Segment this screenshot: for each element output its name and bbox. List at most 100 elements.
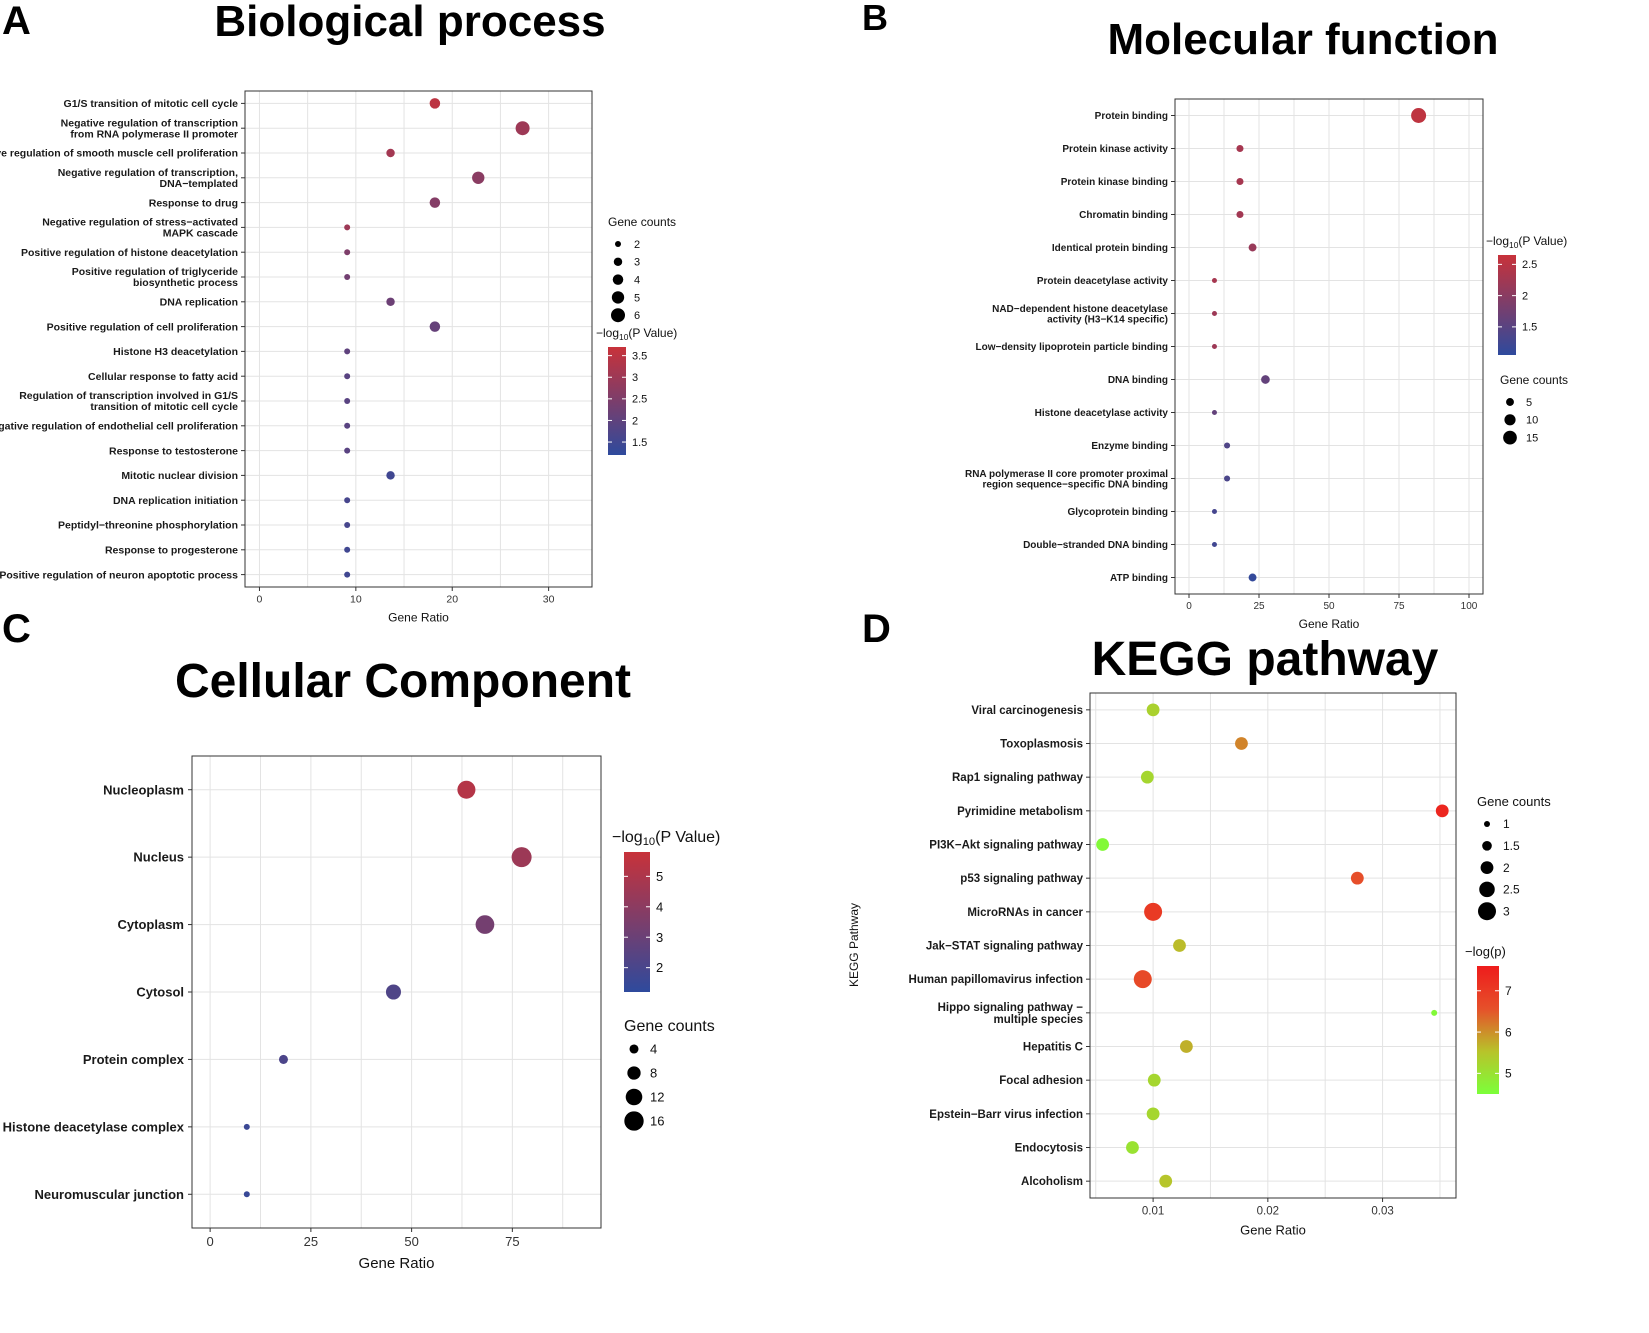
size-legend-key <box>611 291 625 304</box>
category-label-line: RNA polymerase II core promoter proximal <box>965 469 1168 480</box>
chart-title: Biological process <box>214 0 605 46</box>
category-label-line: Viral carcinogenesis <box>971 705 1083 717</box>
color-legend-bar <box>608 347 626 455</box>
size-legend-key <box>1479 881 1495 898</box>
category-label-line: transition of mitotic cell cycle <box>90 401 238 413</box>
data-point <box>1211 542 1217 547</box>
category-label-line: Cellular response to fatty acid <box>88 371 238 383</box>
data-point <box>1350 871 1364 885</box>
category-label-line: Glycoprotein binding <box>1067 507 1168 518</box>
panel-kegg-pathway: D KEGG pathway 0.01 0.02 0.03 Gene Ratio KEGG … <box>847 607 1551 1238</box>
category-label-line: Focal adhesion <box>999 1075 1083 1087</box>
category-label-line: Mitotic nuclear division <box>121 470 238 482</box>
category-label: Negative regulation of stress−activated M… <box>42 217 238 240</box>
size-legend-title: Gene counts <box>1500 373 1568 387</box>
category-label: Protein kinase activity <box>1062 144 1168 155</box>
chart-title: Cellular Component <box>175 655 631 708</box>
color-legend-title: −log(p) <box>1465 944 1506 959</box>
data-point <box>1146 703 1160 717</box>
category-label-line: Positive regulation of cell proliferatio… <box>47 321 238 333</box>
size-legend-key <box>624 1111 644 1131</box>
data-point <box>1435 804 1449 818</box>
category-label-line: Alcoholism <box>1021 1176 1083 1188</box>
data-point <box>278 1054 288 1064</box>
category-label-line: Histone deacetylase complex <box>3 1119 185 1134</box>
size-legend-title: Gene counts <box>1477 794 1551 809</box>
category-label: Identical protein binding <box>1052 243 1168 254</box>
size-legend-label: 1 <box>1503 817 1510 831</box>
category-label-line: Negative regulation of endothelial cell … <box>0 420 238 432</box>
category-label-line: Peptidyl−threonine phosphorylation <box>58 520 238 532</box>
color-legend-label: 5 <box>1505 1067 1512 1081</box>
color-legend-title-subscript: 10 <box>619 332 629 342</box>
category-label: Positive regulation of triglyceride biosy… <box>72 266 238 289</box>
data-point <box>1211 344 1217 349</box>
category-label: Positive regulation of neuron apoptotic … <box>0 569 238 581</box>
size-legend-label: 16 <box>650 1114 664 1129</box>
category-label: Pyrimidine metabolism <box>957 806 1083 818</box>
color-legend-title-suffix: (P Value) <box>628 326 677 340</box>
category-label: Peptidyl−threonine phosphorylation <box>58 520 238 532</box>
category-label-line: Cytosol <box>136 985 184 1000</box>
category-label: Glycoprotein binding <box>1067 507 1168 518</box>
color-legend-title: −log10(P Value) <box>596 326 677 342</box>
data-point <box>1179 1040 1193 1053</box>
category-label: Positive regulation of histone deacetyla… <box>21 247 238 259</box>
data-point <box>1159 1174 1173 1188</box>
category-label: Cytoplasm <box>118 917 184 932</box>
x-tick-label: 0.02 <box>1257 1206 1279 1218</box>
category-label-line: Hippo signaling pathway − <box>938 1002 1084 1014</box>
category-label-line: Positive regulation of histone deacetyla… <box>21 247 238 259</box>
category-label-line: NAD−dependent histone deacetylase <box>992 304 1168 315</box>
color-legend-title-main: −log(p) <box>1465 944 1506 959</box>
x-tick-label: 75 <box>505 1234 519 1249</box>
data-point <box>1248 243 1257 252</box>
y-axis-title: KEGG Pathway <box>847 903 861 987</box>
size-legend-key <box>1480 861 1494 874</box>
category-label-line: Negative regulation of transcription <box>61 117 238 129</box>
category-label: DNA binding <box>1108 375 1168 386</box>
data-point <box>1224 475 1231 482</box>
category-label-line: ATP binding <box>1110 573 1168 584</box>
color-legend-title-suffix: (P Value) <box>1518 234 1567 248</box>
category-label: DNA replication initiation <box>113 495 238 507</box>
color-legend-label: 4 <box>656 899 663 914</box>
category-label: Protein deacetylase activity <box>1037 276 1169 287</box>
data-point <box>344 398 351 404</box>
color-legend-label: 2 <box>656 960 663 975</box>
size-legend-key <box>627 1066 641 1080</box>
category-label: DNA replication <box>160 296 238 308</box>
plot-border <box>244 90 593 588</box>
category-label: RNA polymerase II core promoter proximal… <box>965 469 1168 491</box>
category-label-line: activity (H3−K14 specific) <box>1047 314 1168 325</box>
color-legend-title: −log10(P Value) <box>612 829 720 848</box>
category-label: Negative regulation of transcription, DNA… <box>58 167 238 190</box>
category-label-line: Negative regulation of transcription, <box>58 167 238 179</box>
category-label-line: Response to testosterone <box>109 445 238 457</box>
x-tick-label: 25 <box>1253 601 1265 612</box>
data-point <box>1236 210 1244 219</box>
size-legend-label: 3 <box>634 257 640 269</box>
data-point <box>1236 177 1244 186</box>
data-point <box>243 1191 250 1198</box>
category-label: Histone deacetylase complex <box>3 1119 185 1134</box>
data-point <box>1211 311 1217 316</box>
category-label-line: Pyrimidine metabolism <box>957 806 1083 818</box>
category-label-line: Hepatitis C <box>1023 1042 1083 1054</box>
data-point <box>344 373 351 380</box>
category-label-line: PI3K−Akt signaling pathway <box>929 840 1083 852</box>
size-legend-label: 2 <box>634 239 640 251</box>
category-label-line: Nucleus <box>133 850 184 865</box>
category-label-line: Jak−STAT signaling pathway <box>926 941 1084 953</box>
size-legend-key <box>629 1044 639 1054</box>
category-label-line: Epstein−Barr virus infection <box>929 1109 1083 1121</box>
data-point <box>429 321 441 332</box>
size-legend-label: 2.5 <box>1503 883 1520 897</box>
category-label: PI3K−Akt signaling pathway <box>929 840 1083 852</box>
category-label: Toxoplasmosis <box>1000 739 1083 751</box>
category-label-line: Histone deacetylase activity <box>1035 408 1169 419</box>
category-label-line: DNA binding <box>1108 375 1168 386</box>
data-point <box>385 984 401 1000</box>
category-label: Nucleus <box>133 850 184 865</box>
